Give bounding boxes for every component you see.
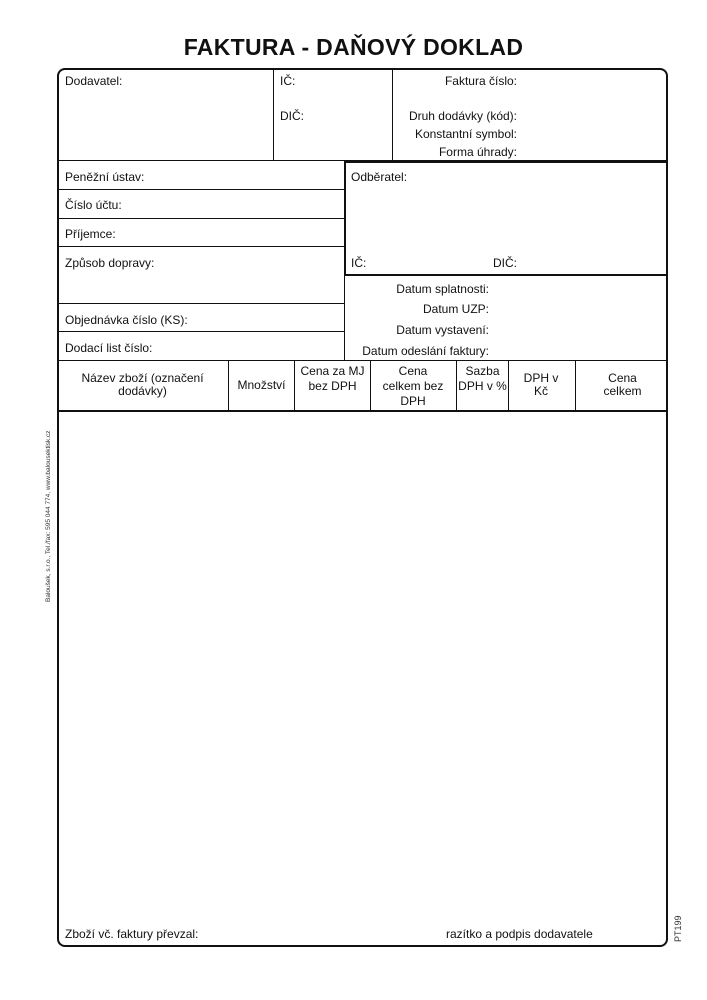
divider [508, 361, 509, 411]
delivery-note-label: Dodací list číslo: [65, 341, 153, 355]
account-label: Číslo účtu: [65, 198, 122, 212]
col-header-total: Cena celkem [603, 371, 642, 398]
col-header-name: Název zboží (označení dodávky) [81, 371, 204, 398]
stamp-signature-label: razítko a podpis dodavatele [446, 927, 593, 941]
transport-label: Způsob dopravy: [65, 256, 155, 270]
col-header-vat-amount: DPH v Kč [523, 371, 559, 398]
supplier-dic-label: DIČ: [280, 109, 304, 123]
form-code: PT199 [673, 915, 683, 942]
col-header-unit-price: Cena za MJ bez DPH [300, 364, 365, 393]
customer-dic-label: DIČ: [493, 256, 517, 270]
customer-ic-label: IČ: [351, 256, 367, 270]
recipient-label: Příjemce: [65, 227, 116, 241]
divider [273, 69, 274, 161]
bank-label: Peněžní ústav: [65, 170, 145, 184]
divider [58, 160, 668, 161]
divider [58, 189, 345, 190]
uzp-date-label: Datum UZP: [422, 302, 489, 316]
divider [58, 331, 345, 332]
col-header-total-no-vat: Cena celkem bez DPH [382, 364, 444, 408]
col-header-vat-rate: Sazba DPH v % [458, 364, 507, 393]
printer-info: Baloušek, s.r.o., Tel./fax: 595 044 774,… [45, 430, 52, 602]
divider [58, 360, 668, 361]
divider [370, 361, 371, 411]
divider [58, 246, 345, 247]
divider [58, 303, 345, 304]
divider [392, 69, 393, 161]
received-by-label: Zboží vč. faktury převzal: [65, 927, 199, 941]
col-header-quantity: Množství [237, 378, 286, 392]
payment-form-label: Forma úhrady: [438, 145, 517, 159]
divider [58, 218, 345, 219]
customer-box [344, 161, 668, 276]
constant-symbol-label: Konstantní symbol: [414, 127, 517, 141]
page-title: FAKTURA - DAŇOVÝ DOKLAD [183, 34, 524, 60]
delivery-type-label: Druh dodávky (kód): [408, 109, 517, 123]
divider [228, 361, 229, 411]
divider [575, 361, 576, 411]
due-date-label: Datum splatnosti: [396, 282, 489, 296]
supplier-label: Dodavatel: [65, 74, 123, 88]
divider [58, 410, 668, 412]
supplier-ic-label: IČ: [280, 74, 296, 88]
issue-date-label: Datum vystavení: [396, 323, 489, 337]
customer-label: Odběratel: [351, 170, 408, 184]
sent-date-label: Datum odeslání faktury: [362, 344, 489, 358]
form-frame [57, 68, 668, 947]
divider [294, 361, 295, 411]
divider [456, 361, 457, 411]
invoice-number-label: Faktura číslo: [444, 74, 517, 88]
order-label: Objednávka číslo (KS): [65, 313, 188, 327]
